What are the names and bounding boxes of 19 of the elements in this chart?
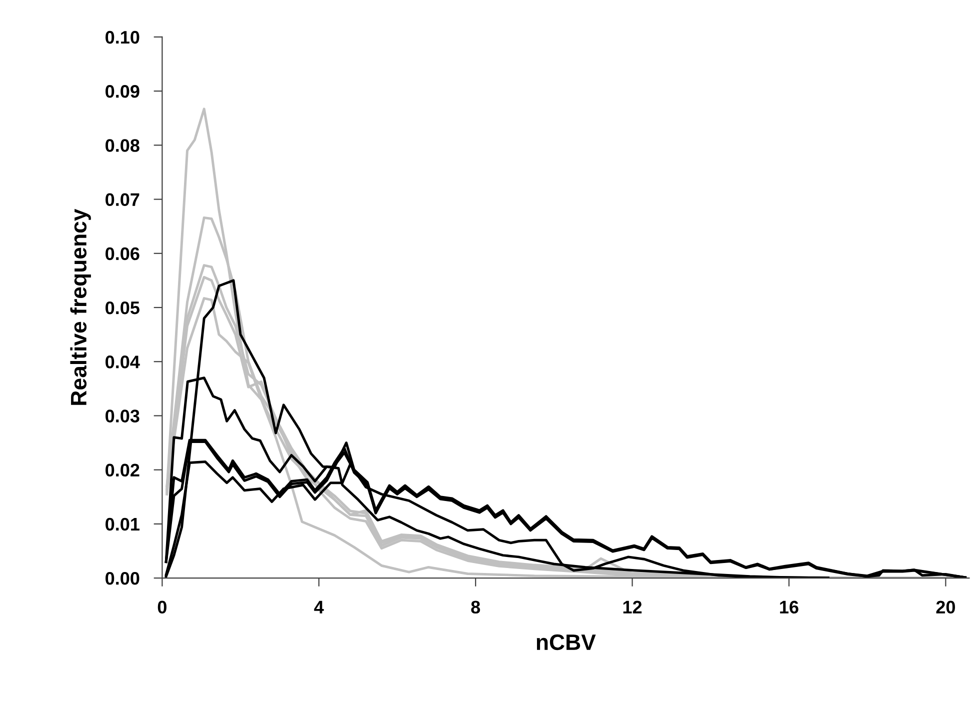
x-axis-title: nCBV	[536, 634, 596, 650]
y-tick-label: 0.05	[106, 301, 140, 314]
y-tick-label: 0.03	[106, 410, 140, 422]
y-axis-title: Realtive frequency	[70, 208, 91, 405]
x-tick-label: 12	[623, 600, 642, 614]
y-tick-label: 0.06	[106, 247, 140, 260]
y-tick-label: 0.08	[106, 139, 140, 152]
y-tick-label: 0.07	[106, 193, 140, 206]
y-tick-label: 0.01	[106, 518, 140, 531]
y-tick-label: 0.10	[106, 30, 140, 44]
y-tick-label: 0.04	[106, 356, 140, 368]
x-tick-label: 20	[936, 600, 955, 614]
y-tick-label: 0.00	[106, 572, 140, 585]
y-tick-label: 0.02	[106, 464, 140, 477]
x-tick-label: 0	[158, 600, 166, 614]
x-tick-label: 4	[314, 600, 324, 614]
y-tick-label: 0.09	[106, 85, 140, 98]
x-tick-label: 16	[780, 600, 798, 614]
x-tick-label: 8	[471, 600, 480, 614]
